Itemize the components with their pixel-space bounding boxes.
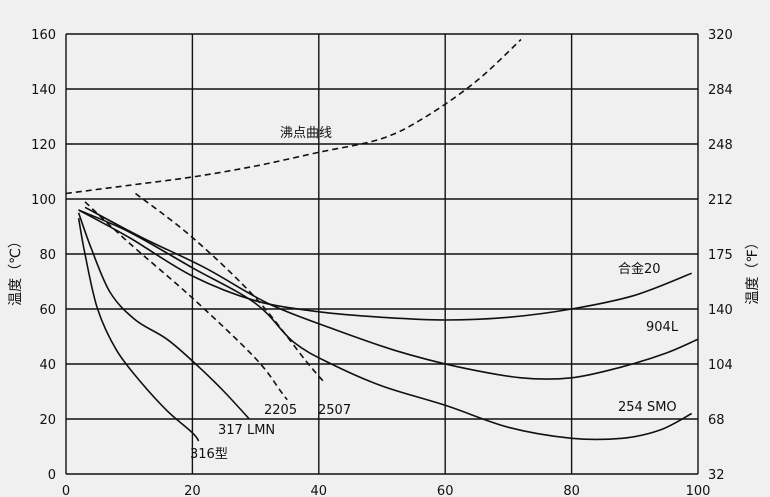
x-tick-label: 80 xyxy=(563,484,580,497)
y-tick-labels: 0 20 40 60 80 100 120 140 160 xyxy=(31,28,56,483)
y-tick-label: 60 xyxy=(39,303,56,318)
x-tick-labels: 0 20 40 60 80 100 xyxy=(62,484,711,497)
y2-tick-label: 212 xyxy=(708,193,733,208)
y2-tick-label: 32 xyxy=(708,468,725,483)
y-tick-label: 0 xyxy=(48,468,56,483)
series-line-6 xyxy=(84,206,699,380)
series-label-4: 317 LMN xyxy=(218,423,275,438)
y2-axis-title: 温度（℉） xyxy=(745,235,761,304)
y2-tick-label: 68 xyxy=(708,413,725,428)
series-line-5 xyxy=(78,209,692,321)
y-tick-label: 40 xyxy=(39,358,56,373)
series-label-2: 2507 xyxy=(318,403,351,418)
series-line-7 xyxy=(78,209,693,441)
series-line-1 xyxy=(84,201,288,401)
series-label-3: 316型 xyxy=(190,447,228,462)
y2-tick-label: 175 xyxy=(708,248,733,263)
y-tick-label: 120 xyxy=(31,138,56,153)
series-label-7: 254 SMO xyxy=(618,400,677,415)
series-layer xyxy=(65,38,699,442)
series-labels: 沸点曲线 2205 2507 316型 317 LMN 合金20 904L 254 SMO xyxy=(190,126,679,462)
series-label-1: 2205 xyxy=(264,403,297,418)
series-label-6: 904L xyxy=(646,320,679,335)
y-tick-label: 140 xyxy=(31,83,56,98)
y-tick-label: 160 xyxy=(31,28,56,43)
series-line-3 xyxy=(77,218,200,442)
y2-tick-labels: 32 68 104 140 175 212 248 284 320 xyxy=(708,28,733,483)
x-tick-label: 100 xyxy=(686,484,711,497)
y2-tick-label: 248 xyxy=(708,138,733,153)
y2-tick-label: 104 xyxy=(708,358,733,373)
x-tick-label: 40 xyxy=(311,484,328,497)
x-tick-label: 60 xyxy=(437,484,454,497)
series-line-4 xyxy=(77,212,250,420)
y2-tick-label: 284 xyxy=(708,83,733,98)
y-axis-title: 温度（℃） xyxy=(8,234,24,306)
y2-tick-label: 140 xyxy=(708,303,733,318)
y-tick-label: 20 xyxy=(39,413,56,428)
grid xyxy=(65,33,699,475)
series-label-0: 沸点曲线 xyxy=(280,126,332,141)
y-tick-label: 100 xyxy=(31,193,56,208)
y-tick-label: 80 xyxy=(39,248,56,263)
x-tick-label: 0 xyxy=(62,484,70,497)
series-line-0 xyxy=(65,38,522,195)
x-tick-label: 20 xyxy=(184,484,201,497)
y2-tick-label: 320 xyxy=(708,28,733,43)
series-label-5: 合金20 xyxy=(618,261,661,277)
